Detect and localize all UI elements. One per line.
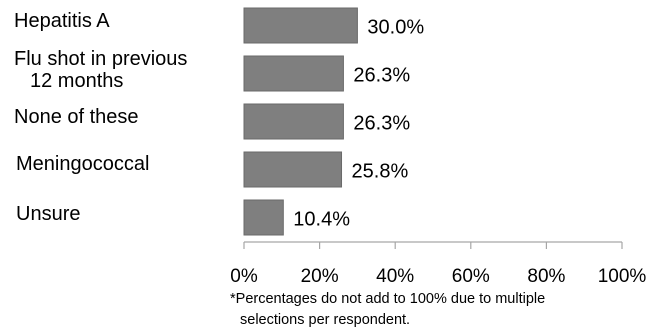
category-label: Unsure bbox=[16, 203, 81, 225]
footnote-line-2: selections per respondent. bbox=[240, 312, 411, 328]
bar bbox=[243, 151, 343, 188]
x-tick-label: 20% bbox=[301, 266, 339, 287]
category-label-line-2: 12 months bbox=[30, 70, 124, 92]
bar-value-label: 26.3% bbox=[353, 65, 410, 87]
bar-value-label: 26.3% bbox=[353, 113, 410, 135]
footnote-line-1: *Percentages do not add to 100% due to m… bbox=[230, 291, 546, 307]
category-label: Flu shot in previous bbox=[14, 48, 188, 70]
bar bbox=[243, 7, 358, 44]
bar-value-label: 10.4% bbox=[293, 209, 350, 231]
bar-value-label: 25.8% bbox=[352, 161, 409, 183]
category-label: Hepatitis A bbox=[14, 10, 110, 32]
bar bbox=[243, 55, 344, 92]
category-label: None of these bbox=[14, 106, 139, 128]
category-label: Meningococcal bbox=[16, 153, 150, 175]
bar-value-label: 30.0% bbox=[367, 17, 424, 39]
x-tick-label: 40% bbox=[376, 266, 414, 287]
x-tick-label: 100% bbox=[598, 266, 647, 287]
bar bbox=[243, 199, 284, 236]
bar bbox=[243, 103, 344, 140]
x-tick-label: 60% bbox=[452, 266, 490, 287]
x-tick-label: 0% bbox=[230, 266, 258, 287]
x-tick-label: 80% bbox=[527, 266, 565, 287]
